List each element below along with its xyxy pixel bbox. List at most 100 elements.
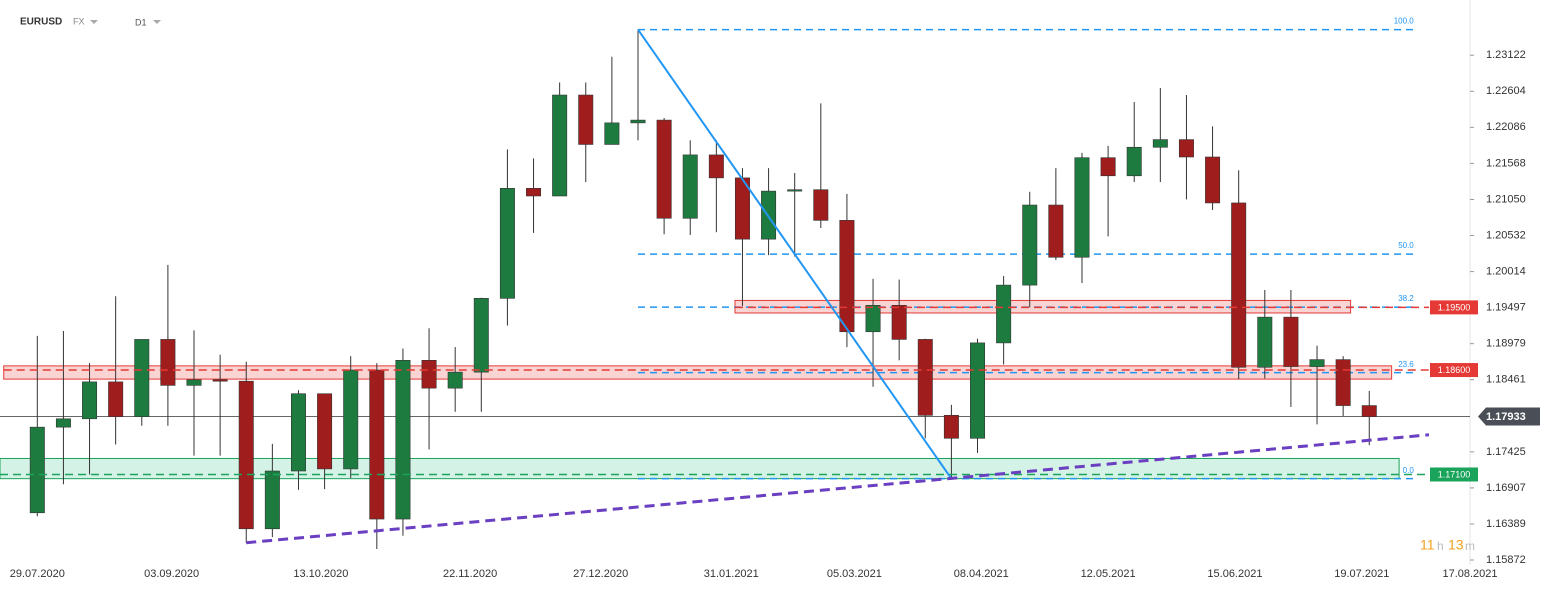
trendline: [637, 29, 953, 480]
candle-body: [134, 339, 150, 417]
current-price-tag: [1478, 407, 1540, 426]
candle-body: [499, 188, 515, 299]
candle-body: [1231, 202, 1247, 368]
candle-body: [447, 371, 463, 389]
candle-body: [29, 426, 45, 514]
y-tick-label: 1.22086: [1486, 121, 1526, 133]
x-tick-label: 03.09.2020: [144, 568, 199, 580]
candle-body: [1335, 359, 1351, 406]
x-tick-label: 19.07.2021: [1334, 568, 1389, 580]
candle-body: [996, 284, 1012, 344]
candle-body: [1126, 146, 1142, 177]
candle-body: [343, 369, 359, 470]
candle-body: [865, 304, 881, 333]
x-tick-label: 15.06.2021: [1207, 568, 1262, 580]
x-tick-label: 31.01.2021: [704, 568, 759, 580]
candle-body: [421, 360, 437, 389]
candle-body: [630, 119, 646, 124]
candle-body: [970, 342, 985, 439]
candle-body: [1022, 204, 1038, 286]
candle-body: [290, 393, 306, 472]
x-tick-label: 17.08.2021: [1442, 568, 1497, 580]
y-tick-label: 1.20532: [1486, 229, 1526, 241]
candle-body: [108, 381, 124, 417]
candle-body: [891, 304, 907, 340]
candle-body: [682, 154, 698, 219]
dropdown-caret[interactable]: [90, 20, 98, 24]
x-tick-label: 05.03.2021: [827, 568, 882, 580]
y-tick-label: 1.16389: [1486, 518, 1526, 530]
candle-body: [813, 189, 829, 221]
price-tag: [1430, 300, 1478, 315]
candle-body: [1257, 316, 1273, 368]
current-price-label: 1.17933: [1486, 411, 1526, 423]
y-tick-label: 1.17425: [1486, 446, 1526, 458]
candle-body: [1283, 316, 1299, 367]
candle-body: [264, 470, 280, 530]
y-tick-label: 1.21568: [1486, 157, 1526, 169]
candle-body: [787, 189, 803, 192]
candle-body: [917, 339, 933, 416]
candle-body: [395, 360, 411, 520]
candle-body: [552, 94, 568, 197]
fib-label: 38.2: [1398, 294, 1414, 303]
x-tick-label: 13.10.2020: [293, 568, 348, 580]
candle-body: [656, 119, 672, 219]
countdown-unit: h: [1437, 539, 1444, 553]
fib-label: 100.0: [1394, 17, 1415, 26]
countdown-minutes: 13: [1448, 537, 1464, 553]
y-tick-label: 1.22604: [1486, 85, 1526, 97]
y-tick-label: 1.18979: [1486, 338, 1526, 350]
price-tag: [1430, 467, 1478, 482]
candle-body: [1361, 405, 1377, 417]
x-tick-label: 27.12.2020: [573, 568, 628, 580]
price-tag-label: 1.19500: [1438, 302, 1471, 312]
candle-body: [238, 380, 254, 530]
candle-body: [1048, 204, 1064, 258]
symbol: EURUSD: [20, 17, 62, 28]
candle-body: [1152, 139, 1168, 148]
fib-label: 50.0: [1398, 241, 1414, 250]
market: FX: [73, 16, 85, 26]
x-tick-label: 22.11.2020: [443, 568, 497, 580]
price-tag: [1430, 363, 1478, 378]
countdown-unit: m: [1465, 539, 1475, 553]
timeframe: D1: [135, 17, 147, 27]
candle-body: [473, 298, 489, 373]
candle-body: [1178, 139, 1194, 158]
trendline: [246, 433, 1430, 545]
y-tick-label: 1.23122: [1486, 49, 1526, 61]
candle-body: [839, 220, 855, 333]
candle-body: [1205, 156, 1221, 204]
candle-body: [943, 415, 959, 439]
candle-body: [369, 369, 385, 520]
price-tag-label: 1.18600: [1438, 365, 1471, 375]
y-tick-label: 1.20014: [1486, 266, 1526, 278]
x-tick-label: 29.07.2020: [10, 568, 65, 580]
countdown-hours: 11: [1420, 537, 1435, 553]
candle-body: [82, 381, 98, 420]
candle-body: [212, 379, 228, 382]
dropdown-caret[interactable]: [153, 20, 161, 24]
candle-body: [55, 418, 71, 428]
y-tick-label: 1.18461: [1486, 374, 1526, 386]
x-tick-label: 08.04.2021: [954, 568, 1009, 580]
candle-body: [186, 379, 202, 386]
y-tick-label: 1.15872: [1486, 554, 1526, 566]
candle-body: [708, 154, 724, 179]
y-tick-label: 1.16907: [1486, 482, 1526, 494]
countdown: 11 h 13 m: [1420, 537, 1475, 553]
candle-body: [317, 393, 333, 470]
candle-body: [578, 94, 594, 145]
price-tag-label: 1.17100: [1438, 469, 1471, 479]
candle-body: [1100, 157, 1116, 177]
candle-body: [1074, 157, 1090, 258]
candle-body: [1309, 359, 1325, 367]
y-tick-label: 1.21050: [1486, 193, 1526, 205]
fib-label: 0.0: [1403, 466, 1415, 475]
candle-body: [160, 339, 176, 386]
candle-body: [604, 122, 620, 145]
